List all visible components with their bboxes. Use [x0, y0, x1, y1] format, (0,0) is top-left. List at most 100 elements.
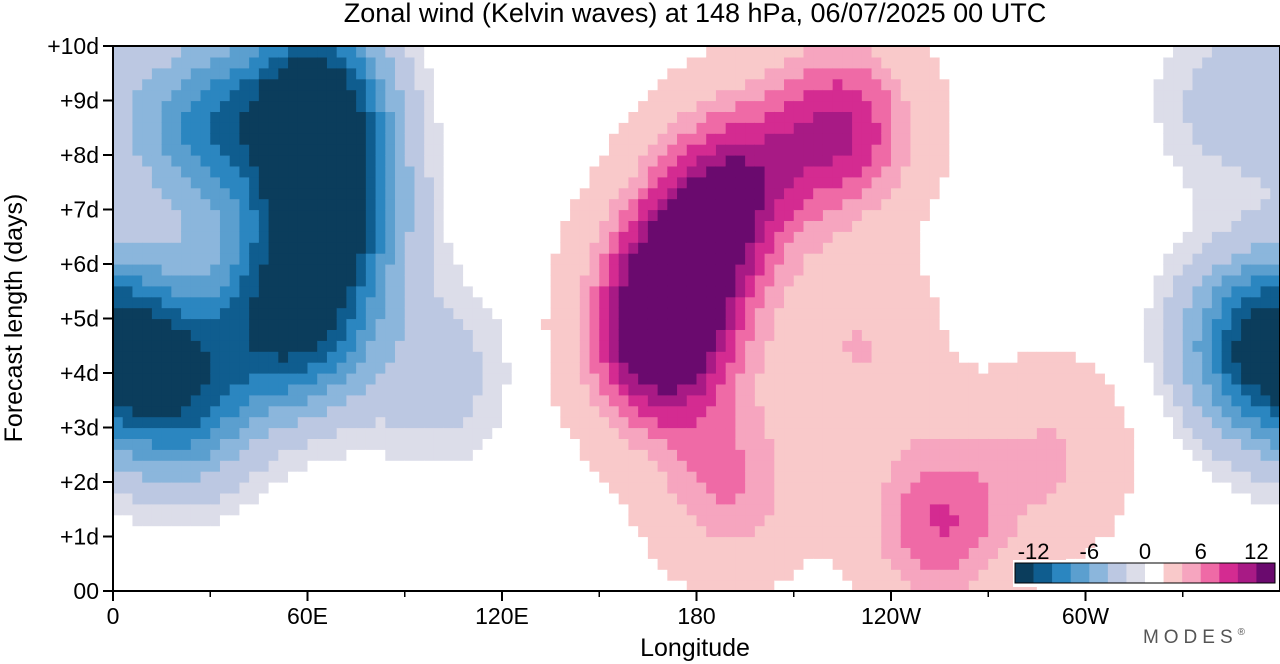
heatmap-cell	[706, 242, 717, 254]
heatmap-cell	[715, 198, 727, 211]
heatmap-cell	[754, 351, 766, 363]
heatmap-cell	[968, 329, 980, 341]
heatmap-cell	[686, 416, 698, 429]
heatmap-cell	[589, 438, 600, 450]
heatmap-cell	[725, 405, 736, 418]
heatmap-cell	[929, 536, 941, 548]
heatmap-cell	[881, 274, 892, 287]
heatmap-cell	[822, 460, 834, 472]
heatmap-cell	[978, 416, 989, 429]
heatmap-cell	[307, 144, 318, 156]
heatmap-cell	[239, 362, 250, 374]
heatmap-cell	[1075, 492, 1087, 505]
heatmap-cell	[910, 416, 921, 429]
heatmap-cell	[706, 373, 717, 385]
heatmap-cell	[200, 133, 211, 145]
heatmap-cell	[803, 482, 814, 494]
heatmap-cell	[414, 492, 425, 505]
heatmap-cell	[132, 78, 143, 91]
heatmap-cell	[356, 122, 367, 134]
heatmap-cell	[764, 525, 775, 538]
heatmap-cell	[307, 176, 318, 189]
heatmap-cell	[181, 89, 192, 102]
heatmap-cell	[540, 394, 552, 407]
heatmap-cell	[113, 46, 124, 58]
heatmap-cell	[949, 438, 960, 450]
heatmap-cell	[822, 253, 834, 265]
heatmap-cell	[638, 253, 649, 265]
heatmap-cell	[268, 329, 279, 341]
heatmap-cell	[832, 187, 843, 200]
heatmap-cell	[132, 373, 143, 385]
heatmap-cell	[492, 394, 503, 407]
heatmap-cell	[395, 242, 406, 254]
heatmap-cell	[1046, 231, 1057, 243]
heatmap-cell	[647, 340, 659, 352]
heatmap-cell	[949, 503, 960, 516]
heatmap-cell	[618, 416, 630, 429]
heatmap-cell	[404, 405, 416, 418]
heatmap-cell	[657, 471, 668, 483]
heatmap-cell	[453, 460, 464, 472]
heatmap-cell	[900, 46, 912, 58]
heatmap-cell	[531, 253, 542, 265]
heatmap-cell	[881, 416, 892, 429]
heatmap-cell	[871, 220, 882, 232]
heatmap-cell	[949, 514, 960, 527]
heatmap-cell	[910, 471, 921, 483]
heatmap-cell	[326, 460, 338, 472]
heatmap-cell	[822, 198, 834, 211]
heatmap-cell	[910, 253, 921, 265]
heatmap-cell	[1056, 209, 1067, 221]
heatmap-cell	[900, 89, 912, 102]
heatmap-cell	[560, 416, 571, 429]
heatmap-cell	[171, 67, 182, 80]
heatmap-cell	[570, 155, 581, 167]
heatmap-cell	[1027, 78, 1038, 91]
heatmap-cell	[1046, 67, 1057, 80]
heatmap-cell	[881, 525, 892, 538]
heatmap-cell	[920, 536, 931, 548]
heatmap-cell	[463, 133, 474, 145]
heatmap-cell	[492, 525, 503, 538]
heatmap-cell	[696, 220, 707, 232]
heatmap-cell	[453, 78, 464, 91]
heatmap-cell	[793, 285, 805, 298]
heatmap-cell	[385, 165, 396, 178]
heatmap-cell	[560, 449, 571, 461]
heatmap-cell	[929, 100, 941, 112]
heatmap-cell	[219, 89, 231, 102]
heatmap-cell	[774, 133, 785, 145]
heatmap-cell	[891, 373, 902, 385]
heatmap-cell	[725, 383, 736, 396]
heatmap-cell	[939, 416, 950, 429]
heatmap-cell	[667, 394, 678, 407]
heatmap-cell	[521, 558, 532, 570]
heatmap-cell	[891, 351, 902, 363]
heatmap-cell	[288, 187, 299, 200]
heatmap-cell	[171, 100, 182, 112]
heatmap-cell	[735, 176, 746, 189]
heatmap-cell	[346, 329, 357, 341]
heatmap-cell	[988, 89, 999, 102]
heatmap-cell	[258, 264, 270, 276]
heatmap-cell	[959, 351, 970, 363]
heatmap-cell	[793, 340, 805, 352]
heatmap-cell	[453, 296, 464, 309]
heatmap-cell	[1027, 176, 1038, 189]
heatmap-cell	[249, 100, 260, 112]
heatmap-cell	[715, 285, 727, 298]
heatmap-cell	[132, 133, 143, 145]
heatmap-cell	[239, 264, 250, 276]
heatmap-cell	[326, 67, 338, 80]
heatmap-cell	[745, 176, 756, 189]
heatmap-cell	[900, 547, 912, 559]
heatmap-cell	[696, 231, 707, 243]
heatmap-cell	[579, 144, 591, 156]
heatmap-cell	[239, 427, 250, 439]
heatmap-cell	[531, 78, 542, 91]
heatmap-cell	[803, 514, 814, 527]
heatmap-cell	[822, 394, 834, 407]
heatmap-cell	[375, 122, 386, 134]
heatmap-cell	[395, 416, 406, 429]
